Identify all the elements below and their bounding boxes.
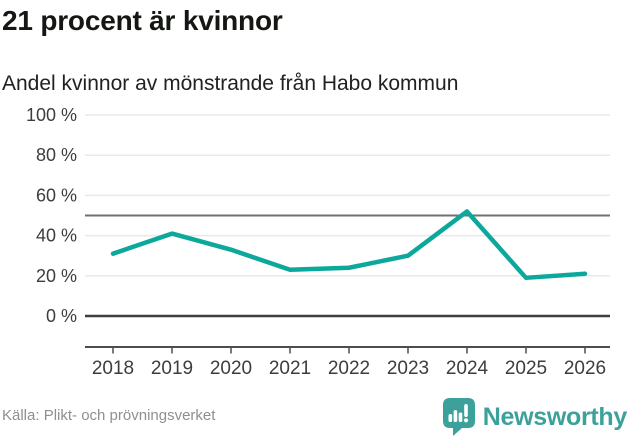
page-title: 21 procent är kvinnor <box>2 5 283 36</box>
y-axis-tick-label: 60 % <box>36 185 77 205</box>
x-axis-tick-label: 2018 <box>92 358 134 379</box>
data-line-andel-kvinnor <box>110 209 588 281</box>
line-chart: 0 % 20 % 40 % 60 % 80 % 100 % 2018 2019 2020 2021… <box>26 105 610 379</box>
x-axis-tick-label: 2019 <box>151 358 193 379</box>
y-axis-tick-label: 40 % <box>36 226 77 246</box>
source-note: Källa: Plikt- och prövningsverket <box>2 407 216 424</box>
newsworthy-logo: Newsworthy <box>442 398 628 436</box>
x-axis-tick-label: 2021 <box>269 358 311 379</box>
y-axis-tick-label: 80 % <box>36 145 77 165</box>
newsworthy-speech-bubble-bar-chart-icon <box>442 398 475 436</box>
x-axis-tick-label: 2020 <box>210 358 252 379</box>
y-axis-tick-label: 20 % <box>36 266 77 286</box>
chart-subtitle: Andel kvinnor av mönstrande från Habo ko… <box>2 72 459 95</box>
y-axis-tick-label: 0 % <box>46 306 77 326</box>
newsworthy-wordmark: Newsworthy <box>482 403 628 431</box>
x-axis-tick-label: 2025 <box>505 358 547 379</box>
y-axis-tick-label: 100 % <box>26 105 77 125</box>
x-axis-tick-label: 2023 <box>387 358 429 379</box>
x-axis-tick-label: 2024 <box>446 358 489 379</box>
x-axis-tick-label: 2026 <box>564 358 606 379</box>
x-axis-tick-label: 2022 <box>328 358 370 379</box>
